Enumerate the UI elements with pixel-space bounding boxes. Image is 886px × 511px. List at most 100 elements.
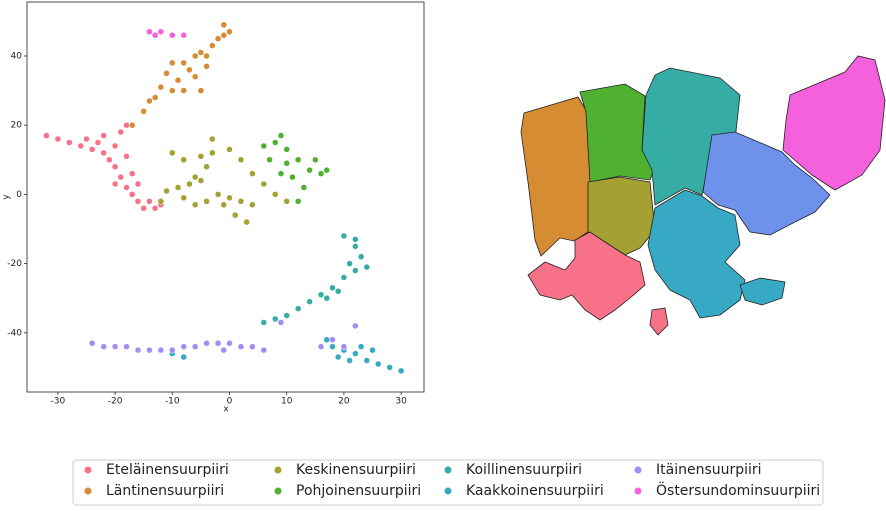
x-tick-label: 0: [227, 397, 233, 407]
point: [386, 364, 393, 371]
point: [283, 198, 290, 205]
legend-marker: [274, 466, 282, 474]
legend-label: Pohjoinensuurpiiri: [296, 483, 421, 499]
point: [294, 305, 302, 312]
point: [323, 166, 331, 174]
point: [312, 156, 319, 164]
point: [191, 73, 199, 80]
legend-label: Itäinensuurpiiri: [656, 462, 762, 478]
point: [283, 312, 290, 319]
x-tick-label: -30: [51, 397, 66, 407]
legend-marker: [634, 487, 642, 495]
point: [197, 153, 205, 160]
point: [306, 166, 313, 174]
point: [197, 49, 205, 56]
point: [88, 339, 96, 347]
point: [129, 191, 136, 198]
point: [140, 204, 147, 212]
legend-marker: [84, 466, 92, 474]
point: [146, 97, 153, 105]
point: [220, 21, 228, 29]
point: [329, 284, 336, 292]
point: [129, 121, 136, 129]
point: [346, 260, 353, 267]
point: [203, 163, 210, 170]
point: [249, 343, 256, 350]
x-tick-label: 10: [281, 397, 293, 407]
point: [283, 160, 290, 167]
point: [323, 294, 331, 302]
point: [237, 156, 245, 164]
point: [226, 339, 233, 347]
point: [180, 194, 187, 202]
point: [180, 156, 187, 164]
point: [94, 139, 102, 146]
point: [169, 346, 176, 354]
point: [249, 170, 256, 177]
point: [169, 59, 176, 67]
point: [352, 267, 359, 274]
map-region: [782, 55, 886, 191]
point: [243, 218, 250, 226]
district-map: [520, 55, 886, 336]
point: [203, 63, 210, 70]
point: [283, 146, 290, 153]
point: [214, 35, 222, 42]
point: [352, 236, 359, 243]
point: [272, 191, 279, 198]
point: [272, 139, 279, 146]
point: [277, 132, 285, 139]
map-region: [739, 277, 786, 306]
y-axis-label: y: [2, 194, 12, 200]
point: [374, 360, 382, 368]
point: [140, 108, 147, 115]
point: [300, 184, 308, 191]
legend-label: Kaakkoinensuurpiiri: [466, 483, 604, 499]
point: [129, 170, 136, 177]
point: [277, 170, 285, 177]
point: [397, 367, 405, 375]
point: [134, 346, 142, 354]
point: [157, 346, 165, 354]
point: [334, 288, 342, 295]
legend-label: Läntinensuurpiiri: [106, 483, 224, 499]
point: [203, 339, 210, 347]
point: [180, 87, 187, 94]
point: [174, 76, 182, 84]
point: [191, 201, 199, 209]
point: [237, 343, 245, 350]
point: [106, 156, 113, 164]
point: [151, 94, 159, 101]
point: [329, 343, 336, 350]
point: [237, 198, 245, 205]
point: [191, 173, 199, 181]
point: [117, 173, 125, 181]
y-tick-label: -20: [7, 259, 22, 269]
point: [151, 31, 159, 39]
y-tick-label: 0: [16, 190, 22, 200]
point: [369, 346, 376, 354]
point: [317, 170, 325, 177]
point: [134, 180, 142, 188]
point: [352, 243, 359, 250]
point: [100, 343, 107, 350]
point: [203, 52, 210, 60]
legend-marker: [634, 466, 642, 474]
point: [214, 339, 222, 347]
x-tick-label: 20: [338, 397, 350, 407]
point: [249, 201, 256, 209]
point: [363, 357, 371, 364]
point: [111, 180, 119, 188]
point: [186, 180, 193, 188]
point: [191, 52, 199, 60]
point: [66, 139, 73, 146]
point: [306, 298, 313, 305]
x-tick-label: 30: [395, 397, 407, 407]
plot-frame: [26, 1, 425, 393]
map-region: [649, 307, 669, 336]
point: [203, 198, 210, 205]
legend-label: Koillinensuurpiiri: [466, 462, 582, 478]
point: [157, 28, 165, 36]
point: [123, 343, 130, 350]
